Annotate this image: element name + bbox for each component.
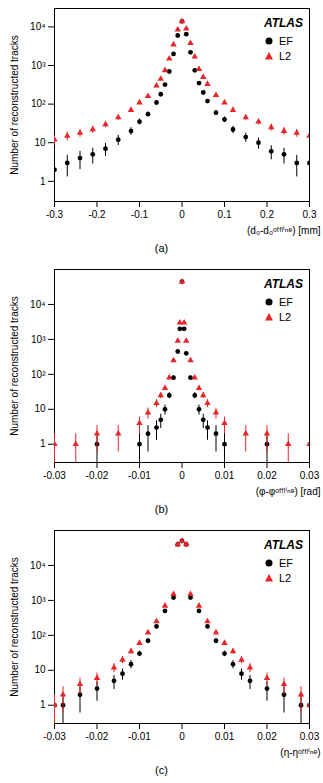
html-text:(b): (b) <box>154 503 169 515</box>
html-text:EF: EF <box>278 557 293 569</box>
svg-text:Number of reconstructed tracks: Number of reconstructed tracks <box>9 557 20 697</box>
svg-text:10²: 10² <box>31 630 46 641</box>
svg-text:0: 0 <box>179 209 185 220</box>
svg-text:-0.3: -0.3 <box>46 209 64 220</box>
svg-text:(η-ηᵒᶠᶠˡⁱⁿᵉ): (η-ηᵒᶠᶠˡⁱⁿᵉ) <box>280 747 320 758</box>
svg-text:10: 10 <box>34 403 46 414</box>
svg-text:10: 10 <box>34 664 46 675</box>
svg-text:0.02: 0.02 <box>257 470 277 481</box>
html-text:EF: EF <box>278 35 293 47</box>
svg-text:0.02: 0.02 <box>257 731 277 742</box>
html-text:ATLAS: ATLAS <box>263 277 303 291</box>
svg-text:-0.02: -0.02 <box>86 731 109 742</box>
html-text:ATLAS: ATLAS <box>263 538 303 552</box>
svg-text:(d₀-d₀ᵒᶠᶠˡⁱⁿᵉ) [mm]: (d₀-d₀ᵒᶠᶠˡⁱⁿᵉ) [mm] <box>247 225 321 236</box>
svg-text:0.1: 0.1 <box>218 209 232 220</box>
svg-text:-0.03: -0.03 <box>43 731 66 742</box>
svg-text:Number of reconstructed tracks: Number of reconstructed tracks <box>9 296 20 436</box>
svg-text:10²: 10² <box>31 369 46 380</box>
svg-text:0.01: 0.01 <box>215 470 235 481</box>
svg-text:Number of reconstructed tracks: Number of reconstructed tracks <box>9 35 20 175</box>
svg-text:10²: 10² <box>31 98 46 109</box>
svg-text:1: 1 <box>40 438 46 449</box>
svg-text:-0.1: -0.1 <box>131 209 149 220</box>
html-text:L2: L2 <box>278 50 292 62</box>
svg-text:0.03: 0.03 <box>300 731 320 742</box>
svg-text:-0.02: -0.02 <box>86 470 109 481</box>
svg-text:10⁴: 10⁴ <box>30 21 45 32</box>
svg-text:0: 0 <box>179 470 185 481</box>
svg-text:10³: 10³ <box>31 60 46 71</box>
html-text:(c): (c) <box>155 764 168 776</box>
svg-text:0.03: 0.03 <box>300 470 320 481</box>
svg-text:1: 1 <box>40 176 46 187</box>
svg-text:-0.2: -0.2 <box>88 209 106 220</box>
html-text:EF: EF <box>278 296 293 308</box>
svg-text:10: 10 <box>34 137 46 148</box>
svg-text:0.3: 0.3 <box>303 209 317 220</box>
svg-text:-0.01: -0.01 <box>128 470 151 481</box>
html-text:L2: L2 <box>278 311 292 323</box>
svg-text:0.2: 0.2 <box>260 209 274 220</box>
svg-text:(φ-φᵒᶠᶠˡⁱⁿᵉ) [rad]: (φ-φᵒᶠᶠˡⁱⁿᵉ) [rad] <box>256 486 321 497</box>
html-text:(a): (a) <box>154 242 169 254</box>
svg-text:0.01: 0.01 <box>215 731 235 742</box>
svg-text:1: 1 <box>40 699 46 710</box>
svg-text:10³: 10³ <box>31 595 46 606</box>
svg-text:-0.01: -0.01 <box>128 731 151 742</box>
svg-text:10³: 10³ <box>31 334 46 345</box>
html-text:ATLAS: ATLAS <box>263 16 303 30</box>
html-text:L2: L2 <box>278 572 292 584</box>
svg-text:10⁴: 10⁴ <box>30 299 45 310</box>
svg-text:0: 0 <box>179 731 185 742</box>
svg-text:-0.03: -0.03 <box>43 470 66 481</box>
svg-text:10⁴: 10⁴ <box>30 560 45 571</box>
